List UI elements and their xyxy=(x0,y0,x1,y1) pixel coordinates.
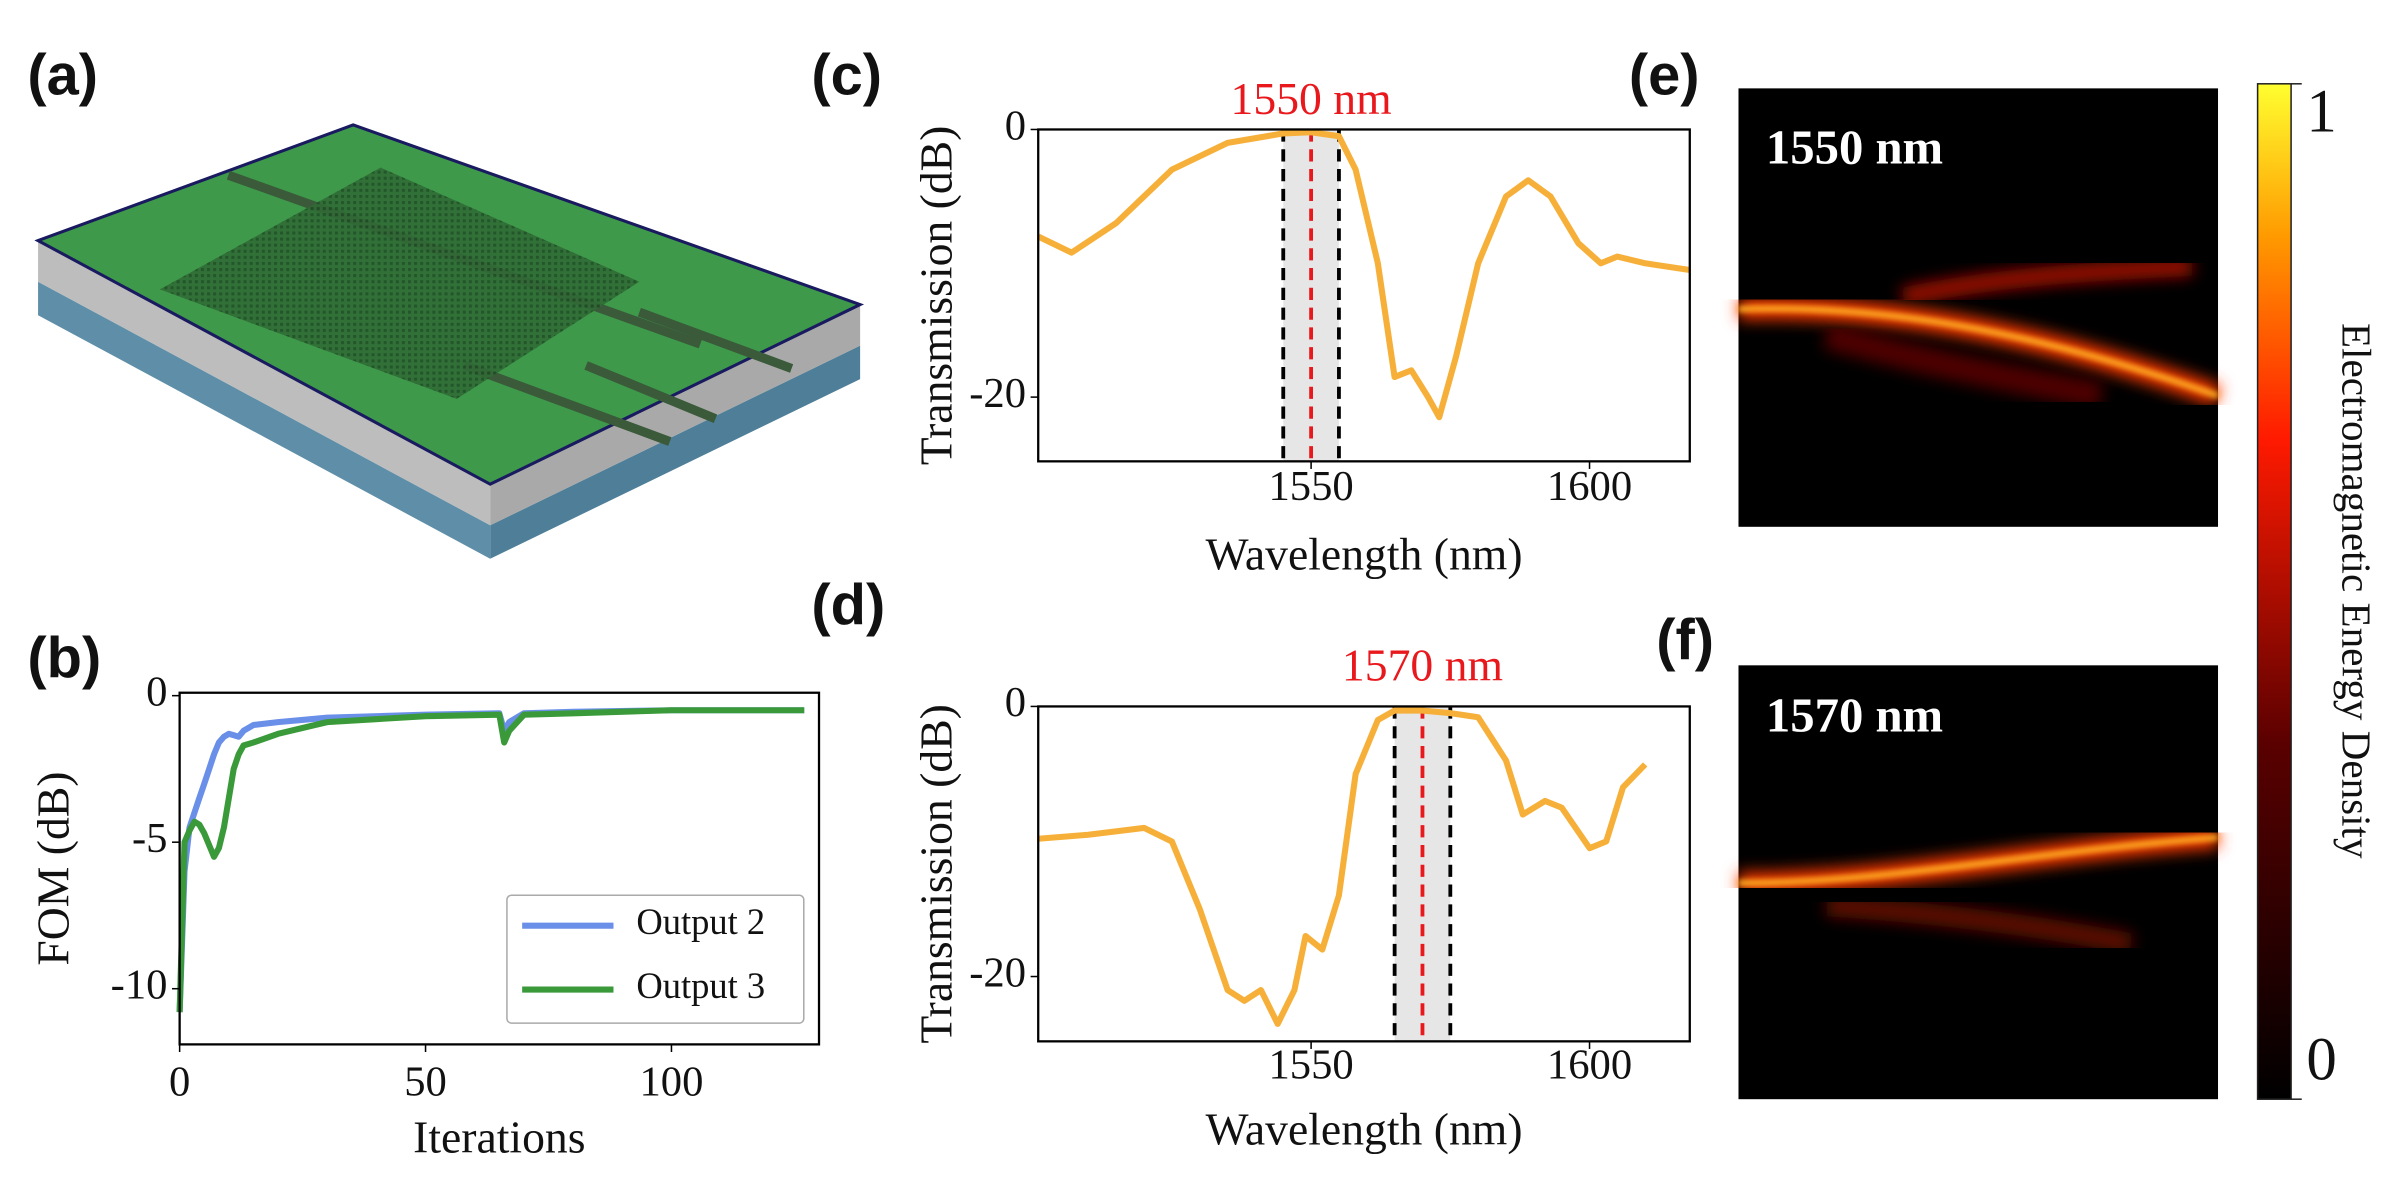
panel-label: (c) xyxy=(811,44,882,108)
y-tick-label: 0 xyxy=(1005,102,1026,149)
legend-label: Output 3 xyxy=(636,965,765,1006)
colorbar xyxy=(2256,83,2292,1100)
field-map-f xyxy=(1738,665,2219,1100)
map-label: 1550 nm xyxy=(1766,120,1943,174)
panel-label: (a) xyxy=(27,44,98,108)
y-tick-label: -20 xyxy=(969,949,1026,996)
x-axis-label: Wavelength (nm) xyxy=(1205,528,1522,579)
plot-frame xyxy=(1037,128,1691,463)
map-label: 1570 nm xyxy=(1766,688,1943,742)
panel-label: (d) xyxy=(811,573,885,637)
panel-label: (b) xyxy=(27,627,101,691)
annotation: 1550 nm xyxy=(1231,73,1392,124)
plot-frame xyxy=(178,691,821,1046)
field-map-e xyxy=(1738,88,2222,527)
panel-label: (e) xyxy=(1629,44,1700,108)
plot-frame xyxy=(1037,705,1691,1043)
y-tick-label: -5 xyxy=(132,815,168,862)
x-tick-label: 0 xyxy=(169,1058,190,1105)
y-tick-label: 0 xyxy=(1005,679,1026,726)
y-tick-label: -20 xyxy=(969,370,1026,417)
panel-label: (f) xyxy=(1656,608,1714,672)
y-axis-label: FOM (dB) xyxy=(27,772,78,966)
data-line xyxy=(176,707,805,1013)
x-axis-label: Wavelength (nm) xyxy=(1205,1104,1522,1155)
colorbar-tick-label: 1 xyxy=(2306,78,2336,145)
device-illustration xyxy=(34,123,865,559)
legend-label: Output 2 xyxy=(636,901,765,942)
colorbar-tick-label: 0 xyxy=(2306,1027,2336,1094)
y-axis-label: Transmission (dB) xyxy=(910,126,961,466)
data-line xyxy=(1036,129,1691,421)
annotation: 1570 nm xyxy=(1342,639,1503,690)
colorbar-label: Electromagnetic Energy Density xyxy=(2334,323,2380,859)
x-tick-label: 100 xyxy=(639,1058,703,1105)
x-tick-label: 1600 xyxy=(1547,463,1632,510)
x-tick-label: 1550 xyxy=(1268,463,1353,510)
x-tick-label: 50 xyxy=(404,1058,447,1105)
x-tick-label: 1600 xyxy=(1547,1042,1632,1089)
y-tick-label: -10 xyxy=(111,961,168,1008)
x-axis-label: Iterations xyxy=(413,1111,585,1162)
y-axis-label: Transmission (dB) xyxy=(910,704,961,1044)
data-line xyxy=(1037,707,1648,1027)
data-line xyxy=(176,707,805,1013)
x-tick-label: 1550 xyxy=(1268,1042,1353,1089)
y-tick-label: 0 xyxy=(146,668,167,715)
